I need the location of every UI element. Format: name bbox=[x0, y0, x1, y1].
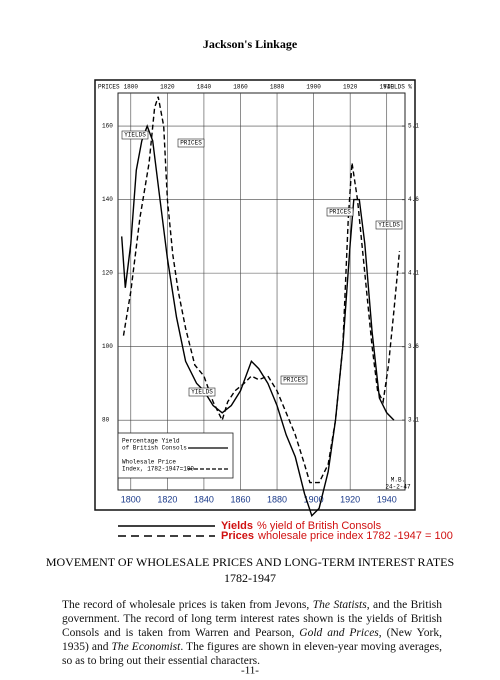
legend-entry: Prices wholesale price index 1782 -1947 =… bbox=[221, 530, 453, 542]
x-tick-label-top: 1920 bbox=[343, 84, 358, 91]
x-tick-label: 1940 bbox=[377, 494, 397, 504]
legend-description: wholesale price index 1782 -1947 = 100 bbox=[257, 530, 453, 542]
y2-tick-label: 3.6 bbox=[408, 343, 419, 350]
x-tick-label: 1820 bbox=[157, 494, 177, 504]
annotation: YIELDS bbox=[191, 389, 213, 396]
annotation-box bbox=[326, 207, 354, 217]
x-tick-label-top: 1900 bbox=[306, 84, 321, 91]
annotation-box bbox=[375, 220, 403, 230]
y-tick-label: 160 bbox=[102, 123, 113, 130]
body-run: The Statists bbox=[312, 599, 367, 611]
signature: 24-2-47 bbox=[385, 484, 411, 491]
legend-name: Yields bbox=[221, 520, 253, 532]
annotation-box bbox=[121, 130, 149, 140]
y-tick-label: 80 bbox=[102, 417, 110, 424]
x-tick-label: 1840 bbox=[194, 494, 214, 504]
y2-tick-label: 4.6 bbox=[408, 196, 419, 203]
annotation: YIELDS bbox=[378, 222, 400, 229]
annotation: PRICES bbox=[329, 209, 351, 216]
inset-legend-box bbox=[117, 432, 234, 479]
annotation: PRICES bbox=[283, 377, 305, 384]
page-number: -11- bbox=[241, 665, 259, 677]
x-tick-label-top: 1820 bbox=[160, 84, 175, 91]
data-line bbox=[121, 124, 395, 517]
page-title: Jackson's Linkage bbox=[203, 37, 298, 51]
plot-area bbox=[117, 92, 406, 491]
body-run: , (New York, 1935) and bbox=[62, 627, 442, 653]
y-tick-label: 120 bbox=[102, 270, 113, 277]
x-tick-label-top: 1940 bbox=[380, 84, 395, 91]
x-tick-label-top: 1840 bbox=[197, 84, 212, 91]
annotation-box bbox=[280, 375, 308, 385]
x-tick-label: 1800 bbox=[121, 494, 141, 504]
inset-legend-text: Percentage Yield bbox=[122, 438, 180, 445]
caption-title: MOVEMENT OF WHOLESALE PRICES AND LONG-TE… bbox=[46, 555, 454, 569]
y2-tick-label: 4.1 bbox=[408, 270, 419, 277]
right-axis-label: YIELDS % bbox=[383, 84, 412, 91]
legend-entry: Yields % yield of British Consols bbox=[221, 520, 382, 532]
x-tick-label-top: 1880 bbox=[270, 84, 285, 91]
body-run: . The figures are shown in eleven-year m… bbox=[62, 641, 442, 667]
annotation: PRICES bbox=[180, 140, 202, 147]
y2-tick-label: 5.1 bbox=[408, 123, 419, 130]
y-tick-label: 140 bbox=[102, 196, 113, 203]
y2-tick-label: 3.1 bbox=[408, 417, 419, 424]
left-axis-label: PRICES bbox=[98, 84, 120, 91]
inset-legend-text: of British Consols bbox=[122, 445, 187, 452]
x-tick-label: 1900 bbox=[304, 494, 324, 504]
inset-legend-text: Wholesale Price bbox=[122, 459, 176, 466]
body-run: , and the British government. The record… bbox=[62, 599, 442, 639]
caption-subtitle: 1782-1947 bbox=[224, 571, 276, 585]
inset-legend-text: Index, 1782-1947=100 bbox=[122, 466, 194, 473]
y-tick-label: 100 bbox=[102, 343, 113, 350]
legend-description: % yield of British Consols bbox=[257, 520, 382, 532]
x-tick-label: 1880 bbox=[267, 494, 287, 504]
data-line bbox=[122, 96, 401, 484]
body-run: Gold and Prices bbox=[299, 627, 379, 639]
legend-name: Prices bbox=[221, 530, 254, 542]
chart-frame bbox=[94, 79, 416, 511]
annotation-box bbox=[177, 138, 205, 148]
x-tick-label: 1860 bbox=[230, 494, 250, 504]
annotation: YIELDS bbox=[124, 132, 146, 139]
annotation-box bbox=[188, 387, 216, 397]
x-tick-label-top: 1860 bbox=[233, 84, 248, 91]
body-run: The record of wholesale prices is taken … bbox=[62, 599, 313, 611]
x-tick-label-top: 1800 bbox=[124, 84, 139, 91]
body-run: The Economist bbox=[111, 641, 181, 653]
signature: M.B. bbox=[391, 477, 405, 484]
body-text: The record of wholesale prices is taken … bbox=[62, 598, 442, 668]
x-tick-label: 1920 bbox=[340, 494, 360, 504]
